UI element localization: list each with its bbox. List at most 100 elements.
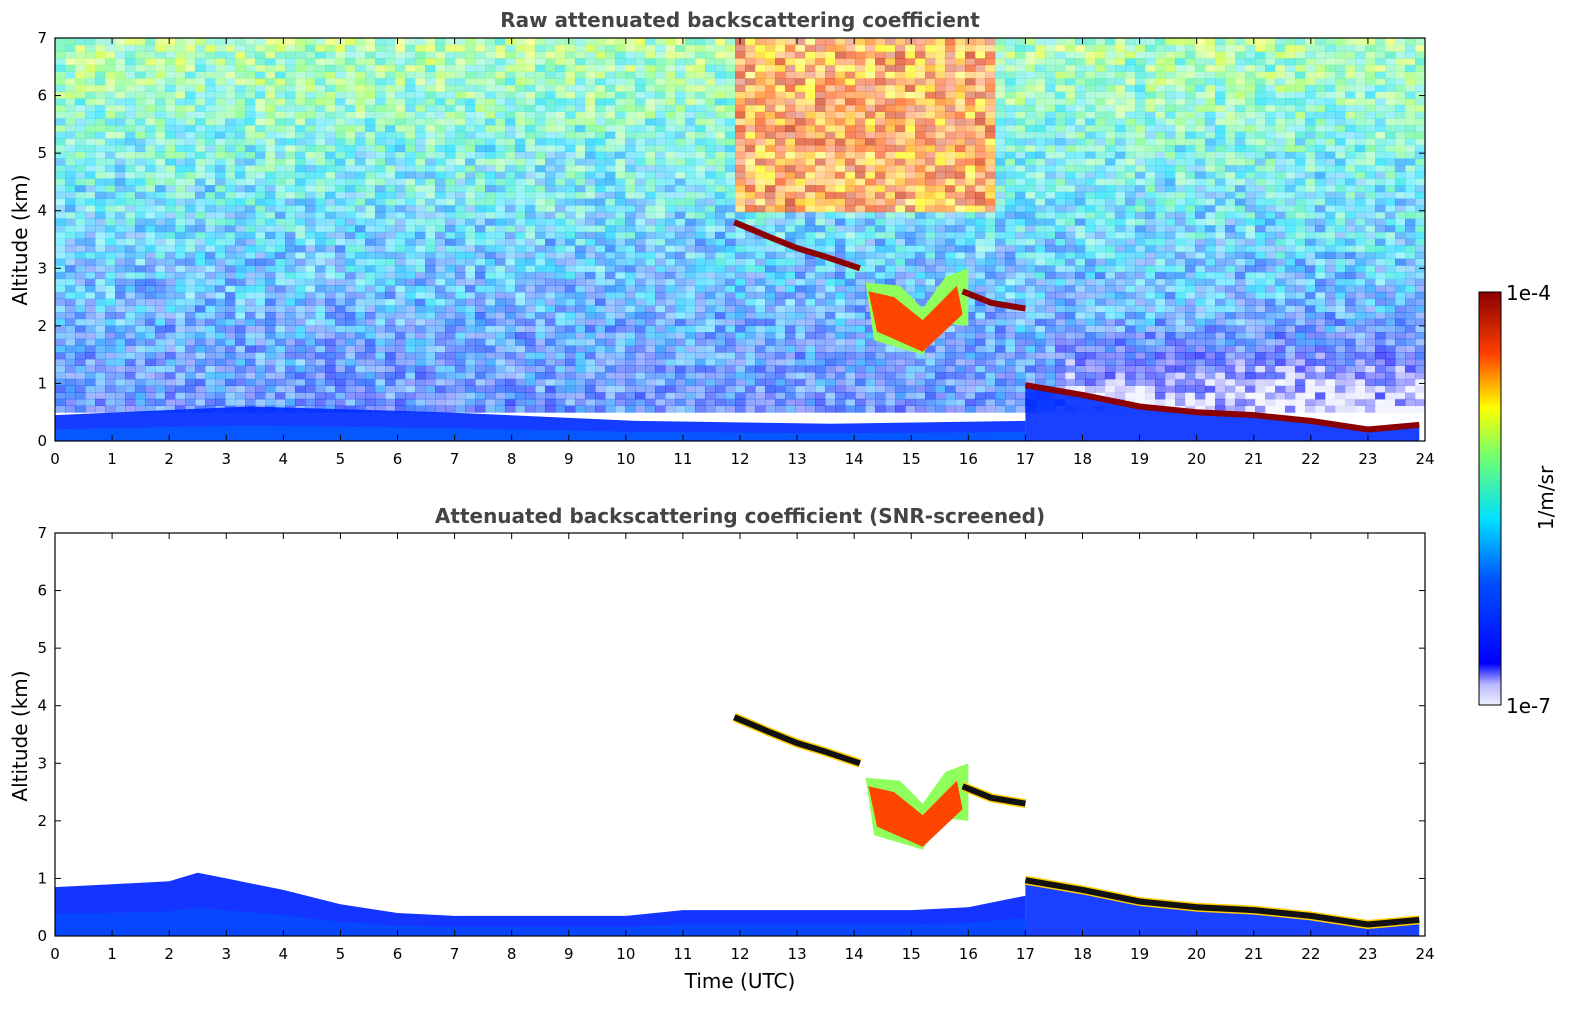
noise-cell — [885, 118, 896, 126]
noise-cell — [735, 165, 746, 173]
noise-cell — [645, 291, 656, 300]
noise-cell — [65, 98, 76, 106]
noise-cell — [395, 265, 406, 273]
noise-cell — [605, 305, 616, 313]
noise-cell — [925, 58, 936, 66]
noise-cell — [55, 251, 66, 259]
noise-cell — [415, 338, 426, 346]
noise-cell — [615, 38, 626, 46]
noise-cell — [605, 144, 616, 153]
noise-cell — [225, 98, 236, 106]
noise-cell — [155, 352, 166, 360]
noise-cell — [645, 64, 656, 72]
noise-cell — [195, 305, 206, 313]
noise-cell — [55, 44, 66, 52]
noise-cell — [625, 165, 636, 173]
noise-cell — [155, 51, 166, 59]
noise-cell — [695, 44, 706, 52]
noise-cell — [755, 211, 766, 219]
noise-cell — [865, 104, 876, 112]
noise-cell — [465, 191, 476, 199]
noise-cell — [915, 84, 926, 92]
noise-cell — [875, 124, 886, 133]
noise-cell — [645, 58, 656, 66]
noise-cell — [275, 64, 286, 72]
noise-cell — [105, 124, 116, 133]
noise-cell — [595, 305, 606, 313]
noise-cell — [495, 332, 506, 340]
noise-cell — [895, 198, 906, 206]
noise-cell — [85, 205, 96, 213]
noise-cell — [295, 298, 306, 306]
noise-cell — [355, 278, 366, 286]
noise-cell — [715, 144, 726, 153]
noise-cell — [605, 345, 616, 353]
noise-cell — [345, 205, 356, 213]
noise-cell — [885, 198, 896, 206]
noise-cell — [685, 245, 696, 253]
noise-cell — [905, 191, 916, 199]
noise-cell — [315, 58, 326, 66]
noise-cell — [785, 305, 796, 313]
noise-cell — [225, 265, 236, 273]
noise-cell — [525, 124, 536, 133]
noise-cell — [895, 378, 906, 386]
noise-cell — [215, 158, 226, 166]
noise-cell — [525, 258, 536, 266]
noise-cell — [605, 51, 616, 59]
noise-cell — [715, 258, 726, 266]
noise-cell — [205, 165, 216, 173]
noise-cell — [385, 124, 396, 133]
noise-cell — [725, 385, 736, 393]
noise-cell — [925, 231, 936, 239]
noise-cell — [915, 365, 926, 373]
noise-cell — [765, 358, 776, 366]
noise-cell — [355, 171, 366, 179]
noise-cell — [605, 271, 616, 280]
noise-cell — [465, 205, 476, 213]
noise-cell — [435, 198, 446, 206]
noise-cell — [365, 398, 376, 406]
noise-cell — [225, 271, 236, 280]
noise-cell — [905, 78, 916, 86]
noise-cell — [885, 372, 896, 380]
noise-cell — [605, 365, 616, 373]
noise-cell — [365, 258, 376, 266]
noise-cell — [545, 171, 556, 179]
noise-cell — [625, 385, 636, 393]
noise-cell — [125, 131, 136, 139]
noise-cell — [515, 118, 526, 126]
noise-cell — [855, 165, 866, 173]
noise-cell — [405, 131, 416, 139]
noise-cell — [685, 358, 696, 366]
noise-cell — [425, 138, 436, 146]
noise-cell — [905, 378, 916, 386]
noise-cell — [595, 291, 606, 300]
noise-cell — [865, 211, 876, 219]
noise-cell — [415, 91, 426, 99]
noise-cell — [425, 271, 436, 280]
noise-cell — [105, 392, 116, 400]
noise-cell — [165, 104, 176, 112]
noise-cell — [835, 58, 846, 66]
noise-cell — [585, 305, 596, 313]
noise-cell — [625, 332, 636, 340]
noise-cell — [605, 185, 616, 193]
noise-cell — [625, 285, 636, 293]
noise-cell — [795, 385, 806, 393]
noise-cell — [325, 271, 336, 280]
noise-cell — [165, 171, 176, 179]
noise-cell — [185, 378, 196, 386]
noise-cell — [165, 398, 176, 406]
noise-cell — [295, 245, 306, 253]
noise-cell — [755, 124, 766, 133]
noise-cell — [315, 258, 326, 266]
noise-cell — [835, 398, 846, 406]
noise-cell — [215, 98, 226, 106]
noise-cell — [155, 58, 166, 66]
noise-cell — [445, 144, 456, 153]
noise-cell — [485, 352, 496, 360]
noise-cell — [55, 305, 66, 313]
noise-cell — [455, 118, 466, 126]
noise-cell — [55, 385, 66, 393]
